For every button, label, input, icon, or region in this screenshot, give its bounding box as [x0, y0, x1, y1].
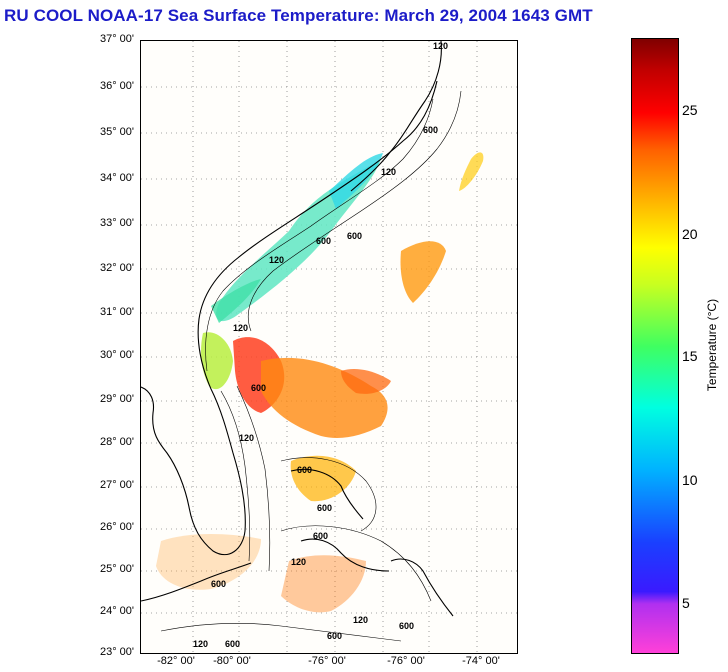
isobath-label: 600	[297, 465, 312, 475]
lat-label: 30° 00'	[99, 349, 134, 361]
isobath-label: 600	[317, 503, 332, 513]
isobath-label: 600	[211, 579, 226, 589]
colorbar-tick: 20	[682, 226, 698, 242]
colorbar-tick: 5	[682, 595, 690, 611]
isobath-label: 600	[347, 231, 362, 241]
lat-label: 28° 00'	[99, 436, 134, 448]
coastline	[141, 41, 454, 617]
colorbar-tick: 15	[682, 348, 698, 364]
lat-label: 34° 00'	[99, 172, 134, 184]
lat-label: 23° 00'	[99, 646, 134, 658]
isobath-label: 600	[327, 631, 342, 641]
lat-label: 37° 00'	[99, 33, 134, 45]
lon-label: -74° 00'	[462, 655, 500, 667]
colorbar-tick: 10	[682, 472, 698, 488]
sst-cool-patches	[201, 153, 383, 390]
lat-label: 24° 00'	[99, 605, 134, 617]
isobath-label: 600	[399, 621, 414, 631]
map-title: RU COOL NOAA-17 Sea Surface Temperature:…	[4, 6, 593, 25]
lat-label: 36° 00'	[99, 80, 134, 92]
isobath-label: 120	[193, 639, 208, 649]
colorbar-title: Temperature (°C)	[705, 298, 719, 392]
isobath-label: 600	[316, 236, 331, 246]
isobath-label: 120	[381, 167, 396, 177]
lon-label: -82° 00'	[157, 655, 195, 667]
sst-map-canvas: 120 600 120 600 120 600 120 600 120 600 …	[141, 41, 517, 653]
sst-warm-patches	[156, 152, 484, 613]
isobath-label: 120	[291, 557, 306, 567]
lat-label: 27° 00'	[99, 479, 134, 491]
lat-label: 32° 00'	[99, 262, 134, 274]
lat-label: 35° 00'	[99, 126, 134, 138]
isobath-label: 600	[225, 639, 240, 649]
colorbar-gradient	[632, 39, 678, 653]
isobath-label: 120	[239, 433, 254, 443]
isobath-label: 120	[433, 41, 448, 51]
isobath-label: 120	[353, 615, 368, 625]
isobath-label: 600	[423, 125, 438, 135]
isobath-label: 120	[269, 255, 284, 265]
lon-label: -80° 00'	[213, 655, 251, 667]
isobath-label: 600	[251, 383, 266, 393]
sst-map: 120 600 120 600 120 600 120 600 120 600 …	[140, 40, 518, 654]
lat-label: 26° 00'	[99, 521, 134, 533]
lon-label: -76° 00'	[387, 655, 425, 667]
lat-label: 33° 00'	[99, 217, 134, 229]
isobaths	[160, 90, 462, 642]
colorbar-tick: 25	[682, 102, 698, 118]
isobath-label: 120	[233, 323, 248, 333]
isobath-label-group: 120 600 120 600 120 600 120 600 120 600 …	[193, 41, 448, 649]
lat-label: 25° 00'	[99, 563, 134, 575]
lat-label: 31° 00'	[99, 306, 134, 318]
lon-label: -76° 00'	[308, 655, 346, 667]
temperature-colorbar	[631, 38, 679, 654]
lat-label: 29° 00'	[99, 393, 134, 405]
isobath-label: 600	[313, 531, 328, 541]
